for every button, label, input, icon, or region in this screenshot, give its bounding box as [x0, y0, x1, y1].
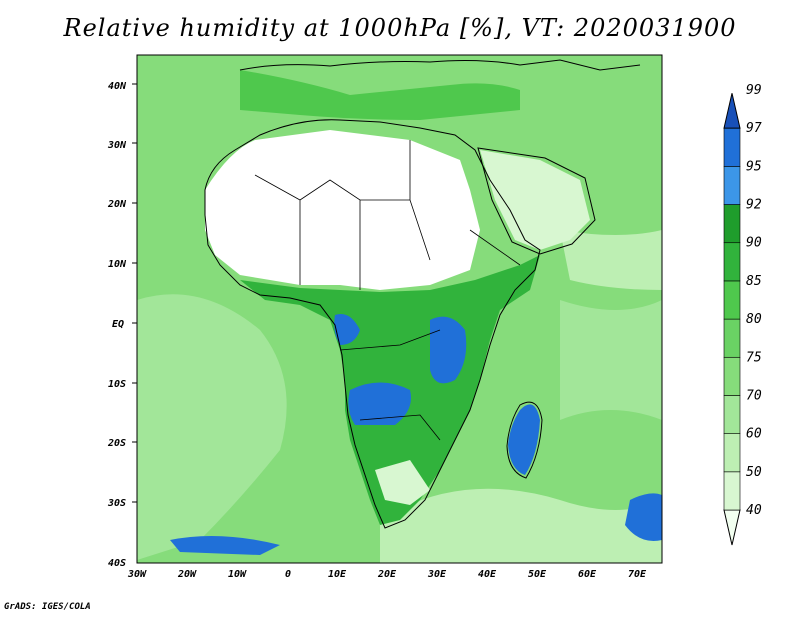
colorbar-label: 90 [746, 236, 762, 251]
lat-label-20s: 20S [107, 438, 126, 449]
gabon-very-humid [334, 314, 360, 345]
colorbar-label: 92 [746, 198, 762, 213]
madagascar-coastline [506, 401, 543, 479]
lat-label-40n: 40N [108, 81, 127, 92]
lon-label-50e: 50E [528, 569, 547, 580]
latitude-axis: 40N 30N 20N 10N EQ 10S 20S 30S 40S [107, 81, 137, 569]
sahara-dry-region [205, 130, 480, 290]
map-panel [137, 55, 662, 563]
africa-coastline [204, 119, 541, 529]
colorbar-label: 50 [746, 465, 762, 480]
colorbar-label: 85 [746, 274, 762, 289]
lon-label-70e: 70E [628, 569, 647, 580]
colorbar-segment [723, 395, 741, 434]
arabia-dry-region [480, 150, 590, 250]
europe-coastline [239, 59, 641, 71]
lat-label-20n: 20N [107, 199, 127, 210]
colorbar-segment [723, 471, 741, 511]
lat-label-30n: 30N [107, 140, 127, 151]
colorbar-segment [723, 356, 741, 396]
colorbar-label: 99 [746, 83, 762, 98]
longitude-axis: 30W 20W 10W 0 10E 20E 30E 40E 50E 60E 70… [127, 569, 647, 580]
colorbar-segment [723, 280, 741, 320]
colorbar-label: 97 [746, 121, 762, 136]
lat-label-40s: 40S [108, 558, 126, 569]
colorbar-segment [723, 433, 741, 473]
lat-label-10s: 10S [108, 379, 126, 390]
grads-credit: GrADS: IGES/COLA [4, 602, 91, 612]
map-frame [136, 54, 663, 564]
colorbar-segment [723, 242, 741, 282]
lake-region-very-humid [430, 316, 467, 384]
colorbar: 40 50 60 70 75 80 85 90 92 95 97 99 [723, 83, 762, 546]
humidity-field-light-atlantic [137, 294, 287, 560]
colorbar-label: 75 [746, 350, 762, 365]
lon-label-10w: 10W [228, 569, 247, 580]
colorbar-max-triangle [723, 93, 741, 129]
mediterranean-band [240, 70, 520, 120]
lon-label-20e: 20E [377, 569, 397, 580]
lon-label-40e: 40E [478, 569, 497, 580]
lon-label-30e: 30E [427, 569, 447, 580]
humidity-field-light-arabian [560, 230, 662, 290]
madagascar-very-humid [508, 404, 540, 475]
lon-label-60e: 60E [578, 569, 597, 580]
lon-label-10e: 10E [328, 569, 347, 580]
humidity-field-light-south [380, 488, 662, 563]
colorbar-label: 80 [746, 312, 762, 327]
colorbar-label: 60 [746, 427, 762, 442]
southern-africa-dry [375, 460, 430, 505]
east-ocean-very-humid [625, 493, 662, 541]
arabia-coastline [477, 147, 596, 255]
lat-label-eq: EQ [112, 319, 124, 330]
lat-label-30s: 30S [107, 498, 126, 509]
colorbar-label: 70 [746, 388, 762, 403]
colorbar-segment [723, 166, 741, 205]
lon-label-30w: 30W [127, 569, 147, 580]
colorbar-segment [723, 318, 741, 358]
colorbar-segment [723, 127, 741, 167]
map-title: Relative humidity at 1000hPa [%], VT: 20… [63, 14, 737, 42]
colorbar-segment [723, 204, 741, 244]
colorbar-label: 40 [746, 503, 762, 518]
southern-ocean-very-humid [170, 536, 280, 555]
lat-label-10n: 10N [108, 259, 127, 270]
lon-label-20w: 20W [177, 569, 197, 580]
congo-very-humid [348, 382, 411, 425]
country-borders [254, 140, 521, 441]
lon-label-0: 0 [285, 569, 291, 580]
colorbar-min-triangle [723, 509, 741, 546]
humidity-field-light-indian [560, 300, 662, 420]
colorbar-label: 95 [746, 159, 762, 174]
